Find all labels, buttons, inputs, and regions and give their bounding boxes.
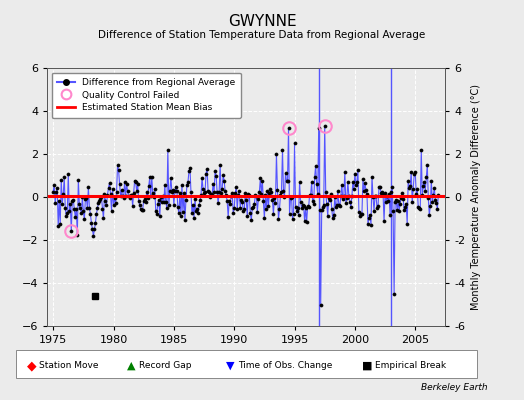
Text: GWYNNE: GWYNNE bbox=[228, 14, 296, 29]
Text: Berkeley Earth: Berkeley Earth bbox=[421, 383, 487, 392]
Text: Empirical Break: Empirical Break bbox=[375, 362, 446, 370]
Y-axis label: Monthly Temperature Anomaly Difference (°C): Monthly Temperature Anomaly Difference (… bbox=[471, 84, 481, 310]
Text: Station Move: Station Move bbox=[39, 362, 99, 370]
Legend: Difference from Regional Average, Quality Control Failed, Estimated Station Mean: Difference from Regional Average, Qualit… bbox=[52, 72, 241, 118]
Text: ▲: ▲ bbox=[127, 361, 135, 371]
Text: ■: ■ bbox=[362, 361, 372, 371]
Text: Difference of Station Temperature Data from Regional Average: Difference of Station Temperature Data f… bbox=[99, 30, 425, 40]
Text: Record Gap: Record Gap bbox=[139, 362, 191, 370]
Text: Time of Obs. Change: Time of Obs. Change bbox=[238, 362, 333, 370]
Text: ▼: ▼ bbox=[226, 361, 235, 371]
Text: ◆: ◆ bbox=[27, 360, 36, 372]
